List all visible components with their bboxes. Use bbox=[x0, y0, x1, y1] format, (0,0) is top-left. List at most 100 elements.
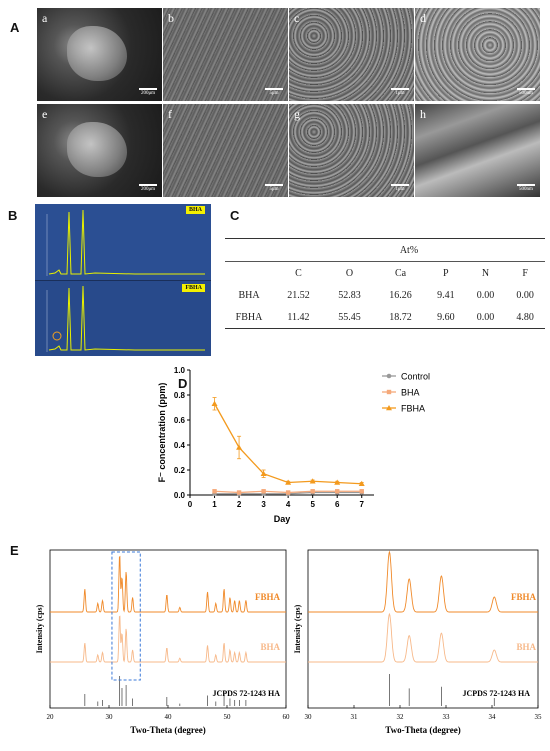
data-point bbox=[211, 400, 218, 406]
sem-image-label: e bbox=[42, 107, 48, 121]
scale-bar-label: 200μm bbox=[140, 91, 156, 96]
legend-entry: FBHA bbox=[401, 404, 425, 414]
pattern-label: BHA bbox=[260, 642, 280, 652]
table-column-header: Ca bbox=[375, 261, 426, 284]
fluoride-release-chart: 0.0 0.2 0.4 0.6 0.8 1.0 0 1 2 3 4 5 6 7 Day F⁻ concentr… bbox=[157, 366, 430, 524]
pattern-label: BHA bbox=[516, 642, 536, 652]
data-point bbox=[335, 489, 340, 494]
x-tick-label: 30 bbox=[106, 713, 114, 721]
y-axis-label: Intensity (cps) bbox=[293, 604, 302, 653]
scale-bar: 5μm bbox=[265, 88, 283, 96]
scale-bar: 500nm bbox=[517, 88, 535, 96]
table-cell: 9.60 bbox=[437, 311, 455, 323]
xrd-zoom-chart: 30 31 32 33 34 35 Two-Theta (degree) Intensity … bbox=[293, 549, 543, 735]
sem-image-a: a 200μm bbox=[37, 8, 162, 101]
table-cell: 16.26 bbox=[389, 289, 412, 301]
sem-image-label: g bbox=[294, 107, 300, 121]
table-cell: 4.80 bbox=[516, 311, 534, 323]
panel-label-a: A bbox=[10, 20, 20, 35]
legend-marker bbox=[386, 405, 392, 411]
legend-marker bbox=[386, 389, 392, 395]
legend-marker bbox=[386, 373, 392, 379]
sem-image-d: d 500nm bbox=[415, 8, 540, 101]
sem-image-c: c 1μm bbox=[289, 8, 414, 101]
scale-bar-label: 5μm bbox=[269, 91, 279, 96]
table-row: BHA 21.52 52.83 16.26 9.41 0.00 0.00 bbox=[225, 284, 545, 306]
pattern-bha bbox=[308, 612, 538, 663]
panel-label-c: C bbox=[230, 208, 240, 223]
sem-image-g: g 1μm bbox=[289, 104, 414, 197]
scale-bar: 200μm bbox=[139, 88, 157, 96]
reference-label: JCPDS 72-1243 HA bbox=[212, 689, 280, 698]
x-tick-label: 1 bbox=[212, 500, 217, 509]
data-point bbox=[359, 489, 364, 494]
data-point bbox=[236, 444, 243, 450]
data-point bbox=[358, 480, 365, 486]
data-point bbox=[309, 478, 316, 484]
table-cell: 52.83 bbox=[338, 289, 361, 301]
table-column-header: C bbox=[273, 261, 324, 284]
x-tick-label: 50 bbox=[224, 713, 232, 721]
plot-frame bbox=[307, 549, 539, 709]
table-cell: 18.72 bbox=[389, 311, 412, 323]
x-tick-label: 6 bbox=[335, 500, 340, 509]
series-line-fbha bbox=[213, 403, 362, 485]
legend-entry: BHA bbox=[401, 388, 420, 398]
x-tick-label: 0 bbox=[188, 500, 193, 509]
sem-image-label: a bbox=[42, 11, 48, 25]
x-axis-label: Two-Theta (degree) bbox=[130, 725, 205, 735]
y-axis-label: Intensity (cps) bbox=[35, 604, 44, 653]
y-tick-label: 0.0 bbox=[174, 491, 186, 500]
scale-bar: 500nm bbox=[517, 184, 535, 192]
scale-bar-label: 500nm bbox=[519, 91, 533, 96]
sem-image-label: c bbox=[294, 11, 300, 25]
sem-image-label: h bbox=[420, 107, 426, 121]
x-tick-label: 30 bbox=[305, 713, 313, 721]
x-tick-label: 35 bbox=[535, 713, 543, 721]
y-axis-label: F⁻ concentration (ppm) bbox=[157, 383, 167, 483]
data-point bbox=[334, 479, 341, 485]
data-point bbox=[285, 479, 292, 485]
scale-bar-label: 1μm bbox=[395, 91, 405, 96]
pattern-bha bbox=[50, 615, 286, 663]
scale-bar-label: 5μm bbox=[269, 187, 279, 192]
eds-spectra-svg bbox=[35, 204, 211, 356]
zoom-region-box bbox=[111, 551, 141, 681]
table-cell: 11.42 bbox=[287, 311, 310, 323]
table-cell: 21.52 bbox=[287, 289, 310, 301]
xrd-full-chart: 20 30 40 50 60 Two-Theta (degree) Intensity (c… bbox=[35, 549, 291, 735]
table-column-header: O bbox=[324, 261, 375, 284]
pattern-fbha bbox=[50, 555, 286, 613]
table-column-header: F bbox=[505, 261, 545, 284]
x-tick-label: 33 bbox=[443, 713, 451, 721]
table-cell: 55.45 bbox=[338, 311, 361, 323]
x-tick-label: 34 bbox=[489, 713, 497, 721]
sem-image-label: d bbox=[420, 11, 426, 25]
eds-label-fbha: FBHA bbox=[182, 284, 205, 292]
eds-label-bha: BHA bbox=[185, 206, 205, 214]
data-point bbox=[285, 490, 291, 495]
sem-image-label: b bbox=[168, 11, 174, 25]
table-cell: 0.00 bbox=[476, 289, 495, 301]
pattern-label: FBHA bbox=[255, 592, 281, 602]
y-tick-label: 0.2 bbox=[174, 466, 186, 475]
y-tick-label: 0.6 bbox=[174, 416, 186, 425]
x-tick-label: 40 bbox=[165, 713, 173, 721]
sem-image-f: f 5μm bbox=[163, 104, 288, 197]
sem-image-h: h 500nm bbox=[415, 104, 540, 197]
table-row-label: FBHA bbox=[235, 311, 263, 323]
sem-particle bbox=[67, 122, 127, 177]
eds-spectra-panel: BHA FBHA bbox=[35, 204, 211, 356]
table-row-label: BHA bbox=[238, 289, 260, 301]
x-tick-label: 60 bbox=[283, 713, 291, 721]
sem-particle bbox=[67, 26, 127, 81]
atomic-percent-table: At% C O Ca P N F BHA 21.52 52.83 16.26 9.41 0.00 0.… bbox=[225, 238, 545, 329]
x-tick-label: 31 bbox=[351, 713, 359, 721]
x-tick-label: 4 bbox=[286, 500, 291, 509]
x-tick-label: 2 bbox=[237, 500, 242, 509]
legend-entry: Control bbox=[401, 372, 430, 382]
x-axis-label: Two-Theta (degree) bbox=[385, 725, 460, 735]
x-tick-label: 5 bbox=[310, 500, 315, 509]
y-tick-label: 0.8 bbox=[174, 391, 186, 400]
table-group-header: At% bbox=[399, 244, 419, 256]
